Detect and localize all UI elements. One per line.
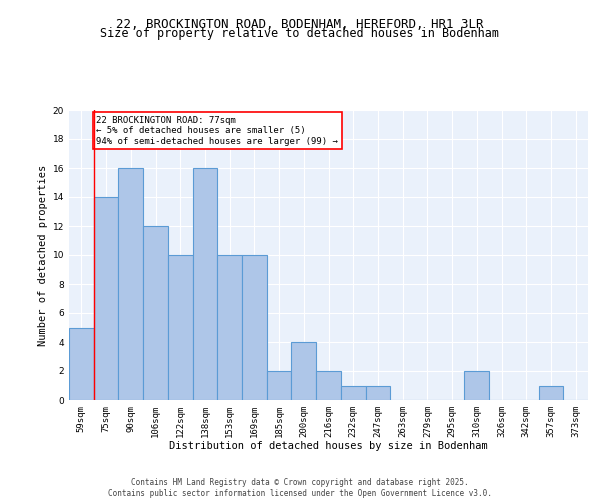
Bar xyxy=(168,255,193,400)
Bar xyxy=(292,342,316,400)
Text: Size of property relative to detached houses in Bodenham: Size of property relative to detached ho… xyxy=(101,28,499,40)
Bar xyxy=(316,371,341,400)
Bar xyxy=(242,255,267,400)
Text: 22 BROCKINGTON ROAD: 77sqm
← 5% of detached houses are smaller (5)
94% of semi-d: 22 BROCKINGTON ROAD: 77sqm ← 5% of detac… xyxy=(96,116,338,146)
Text: Contains HM Land Registry data © Crown copyright and database right 2025.
Contai: Contains HM Land Registry data © Crown c… xyxy=(108,478,492,498)
Text: 22, BROCKINGTON ROAD, BODENHAM, HEREFORD, HR1 3LR: 22, BROCKINGTON ROAD, BODENHAM, HEREFORD… xyxy=(116,18,484,30)
Bar xyxy=(341,386,365,400)
X-axis label: Distribution of detached houses by size in Bodenham: Distribution of detached houses by size … xyxy=(169,442,488,452)
Bar xyxy=(217,255,242,400)
Bar xyxy=(267,371,292,400)
Bar xyxy=(193,168,217,400)
Bar xyxy=(365,386,390,400)
Y-axis label: Number of detached properties: Number of detached properties xyxy=(38,164,49,346)
Bar xyxy=(94,197,118,400)
Bar xyxy=(69,328,94,400)
Bar xyxy=(143,226,168,400)
Bar xyxy=(539,386,563,400)
Bar xyxy=(118,168,143,400)
Bar xyxy=(464,371,489,400)
